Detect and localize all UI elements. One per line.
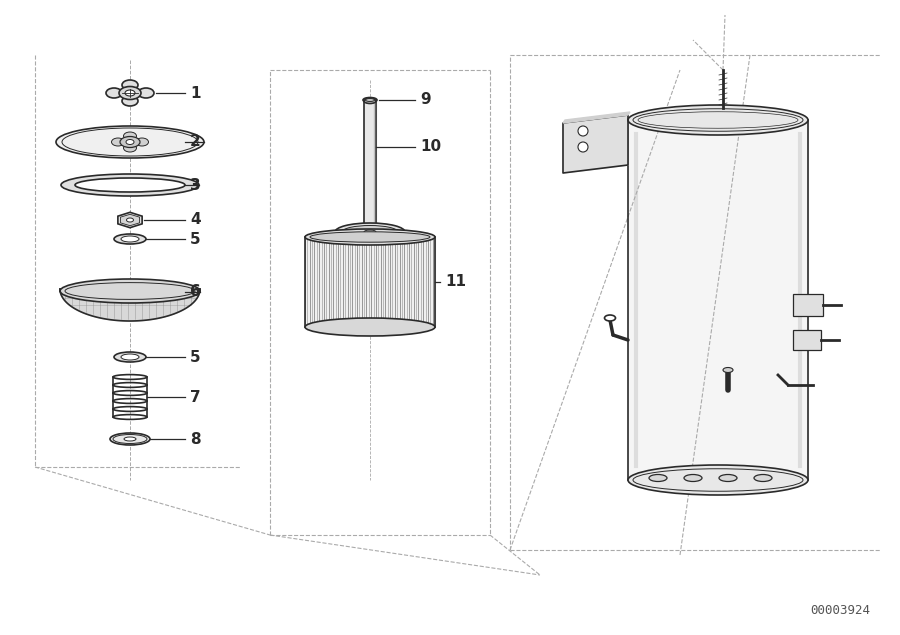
Ellipse shape	[754, 474, 772, 481]
Ellipse shape	[628, 105, 808, 135]
Ellipse shape	[120, 137, 140, 147]
FancyBboxPatch shape	[793, 294, 823, 316]
Polygon shape	[118, 212, 142, 228]
Ellipse shape	[112, 138, 124, 146]
Polygon shape	[628, 120, 808, 480]
Text: 9: 9	[420, 93, 430, 107]
Ellipse shape	[122, 80, 138, 90]
Ellipse shape	[106, 88, 122, 98]
Ellipse shape	[310, 232, 430, 242]
Ellipse shape	[305, 318, 435, 336]
Ellipse shape	[335, 223, 405, 241]
Text: 00003924: 00003924	[810, 604, 870, 617]
Ellipse shape	[136, 138, 149, 146]
Text: 5: 5	[190, 349, 201, 364]
Ellipse shape	[124, 437, 136, 441]
Circle shape	[578, 126, 588, 136]
Polygon shape	[60, 289, 200, 321]
Ellipse shape	[364, 98, 376, 104]
Ellipse shape	[119, 86, 141, 100]
Ellipse shape	[684, 474, 702, 481]
Ellipse shape	[305, 229, 435, 245]
Ellipse shape	[61, 174, 199, 196]
Text: 6: 6	[190, 284, 201, 300]
Ellipse shape	[75, 178, 185, 192]
Ellipse shape	[122, 96, 138, 106]
Text: 11: 11	[445, 274, 466, 290]
Ellipse shape	[605, 315, 616, 321]
Ellipse shape	[125, 90, 135, 96]
Text: 2: 2	[190, 135, 201, 149]
Ellipse shape	[649, 474, 667, 481]
Ellipse shape	[123, 132, 137, 140]
Ellipse shape	[127, 218, 133, 222]
Ellipse shape	[114, 234, 146, 244]
Polygon shape	[121, 214, 140, 225]
Text: 7: 7	[190, 389, 201, 404]
Ellipse shape	[138, 88, 154, 98]
Polygon shape	[305, 237, 435, 327]
Ellipse shape	[126, 140, 134, 145]
Text: 8: 8	[190, 432, 201, 446]
Ellipse shape	[719, 474, 737, 481]
Polygon shape	[364, 101, 376, 232]
Circle shape	[578, 142, 588, 152]
Ellipse shape	[123, 144, 137, 152]
Text: 5: 5	[190, 232, 201, 246]
Ellipse shape	[364, 230, 376, 234]
Text: 10: 10	[420, 139, 441, 154]
Ellipse shape	[114, 352, 146, 362]
Ellipse shape	[628, 465, 808, 495]
Text: 1: 1	[190, 86, 201, 100]
Polygon shape	[563, 115, 628, 173]
Ellipse shape	[56, 126, 204, 158]
Text: 4: 4	[190, 213, 201, 227]
Ellipse shape	[121, 236, 139, 242]
Text: 3: 3	[190, 178, 201, 192]
Ellipse shape	[363, 98, 377, 102]
FancyBboxPatch shape	[793, 330, 821, 350]
Polygon shape	[563, 112, 630, 123]
Ellipse shape	[110, 433, 150, 445]
Ellipse shape	[60, 279, 200, 303]
Ellipse shape	[121, 354, 139, 360]
Ellipse shape	[342, 225, 398, 239]
Ellipse shape	[723, 368, 733, 373]
Ellipse shape	[365, 98, 374, 102]
